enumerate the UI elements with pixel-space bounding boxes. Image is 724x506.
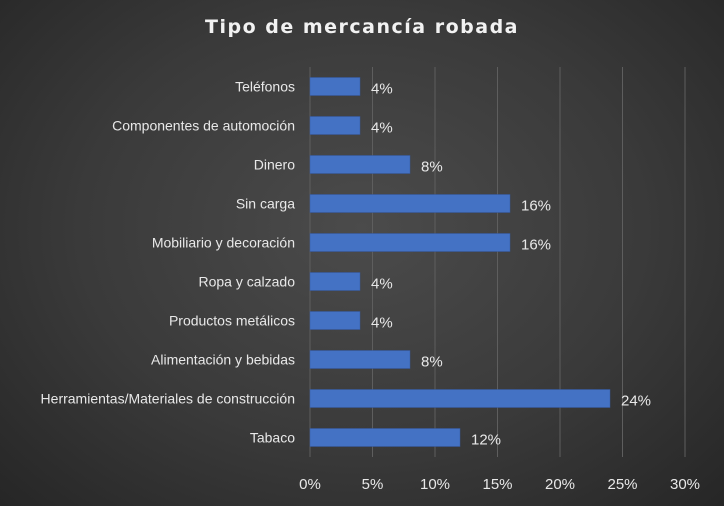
bar — [309, 272, 361, 291]
category-label: Componentes de automoción — [112, 118, 295, 134]
bar — [309, 428, 461, 447]
category-label: Dinero — [254, 157, 295, 173]
x-tick-label: 0% — [299, 476, 321, 493]
data-label: 24% — [621, 393, 651, 410]
x-tick-label: 15% — [482, 476, 512, 493]
category-label: Tabaco — [250, 430, 295, 446]
chart-title: Tipo de mercancía robada — [205, 16, 519, 38]
category-label: Mobiliario y decoración — [152, 235, 295, 251]
bar — [309, 77, 361, 96]
data-label: 16% — [521, 237, 551, 254]
data-label: 8% — [421, 354, 443, 371]
data-label: 12% — [471, 432, 501, 449]
bar — [309, 389, 611, 408]
data-label: 16% — [521, 198, 551, 215]
data-label: 4% — [371, 315, 393, 332]
x-tick-label: 10% — [420, 476, 450, 493]
category-label: Ropa y calzado — [198, 274, 295, 290]
x-tick-label: 25% — [607, 476, 637, 493]
bar — [309, 350, 411, 369]
x-tick-label: 5% — [362, 476, 384, 493]
data-label: 4% — [371, 276, 393, 293]
data-label: 8% — [421, 159, 443, 176]
bar — [309, 233, 511, 252]
bar — [309, 116, 361, 135]
x-tick-label: 30% — [670, 476, 700, 493]
x-tick-label: 20% — [545, 476, 575, 493]
data-label: 4% — [371, 81, 393, 98]
data-label: 4% — [371, 120, 393, 137]
bar — [309, 155, 411, 174]
category-label: Alimentación y bebidas — [151, 352, 295, 368]
category-label: Productos metálicos — [169, 313, 295, 329]
bar — [309, 311, 361, 330]
category-label: Sin carga — [236, 196, 295, 212]
bar — [309, 194, 511, 213]
category-label: Herramientas/Materiales de construcción — [41, 391, 295, 407]
category-label: Teléfonos — [235, 79, 295, 95]
